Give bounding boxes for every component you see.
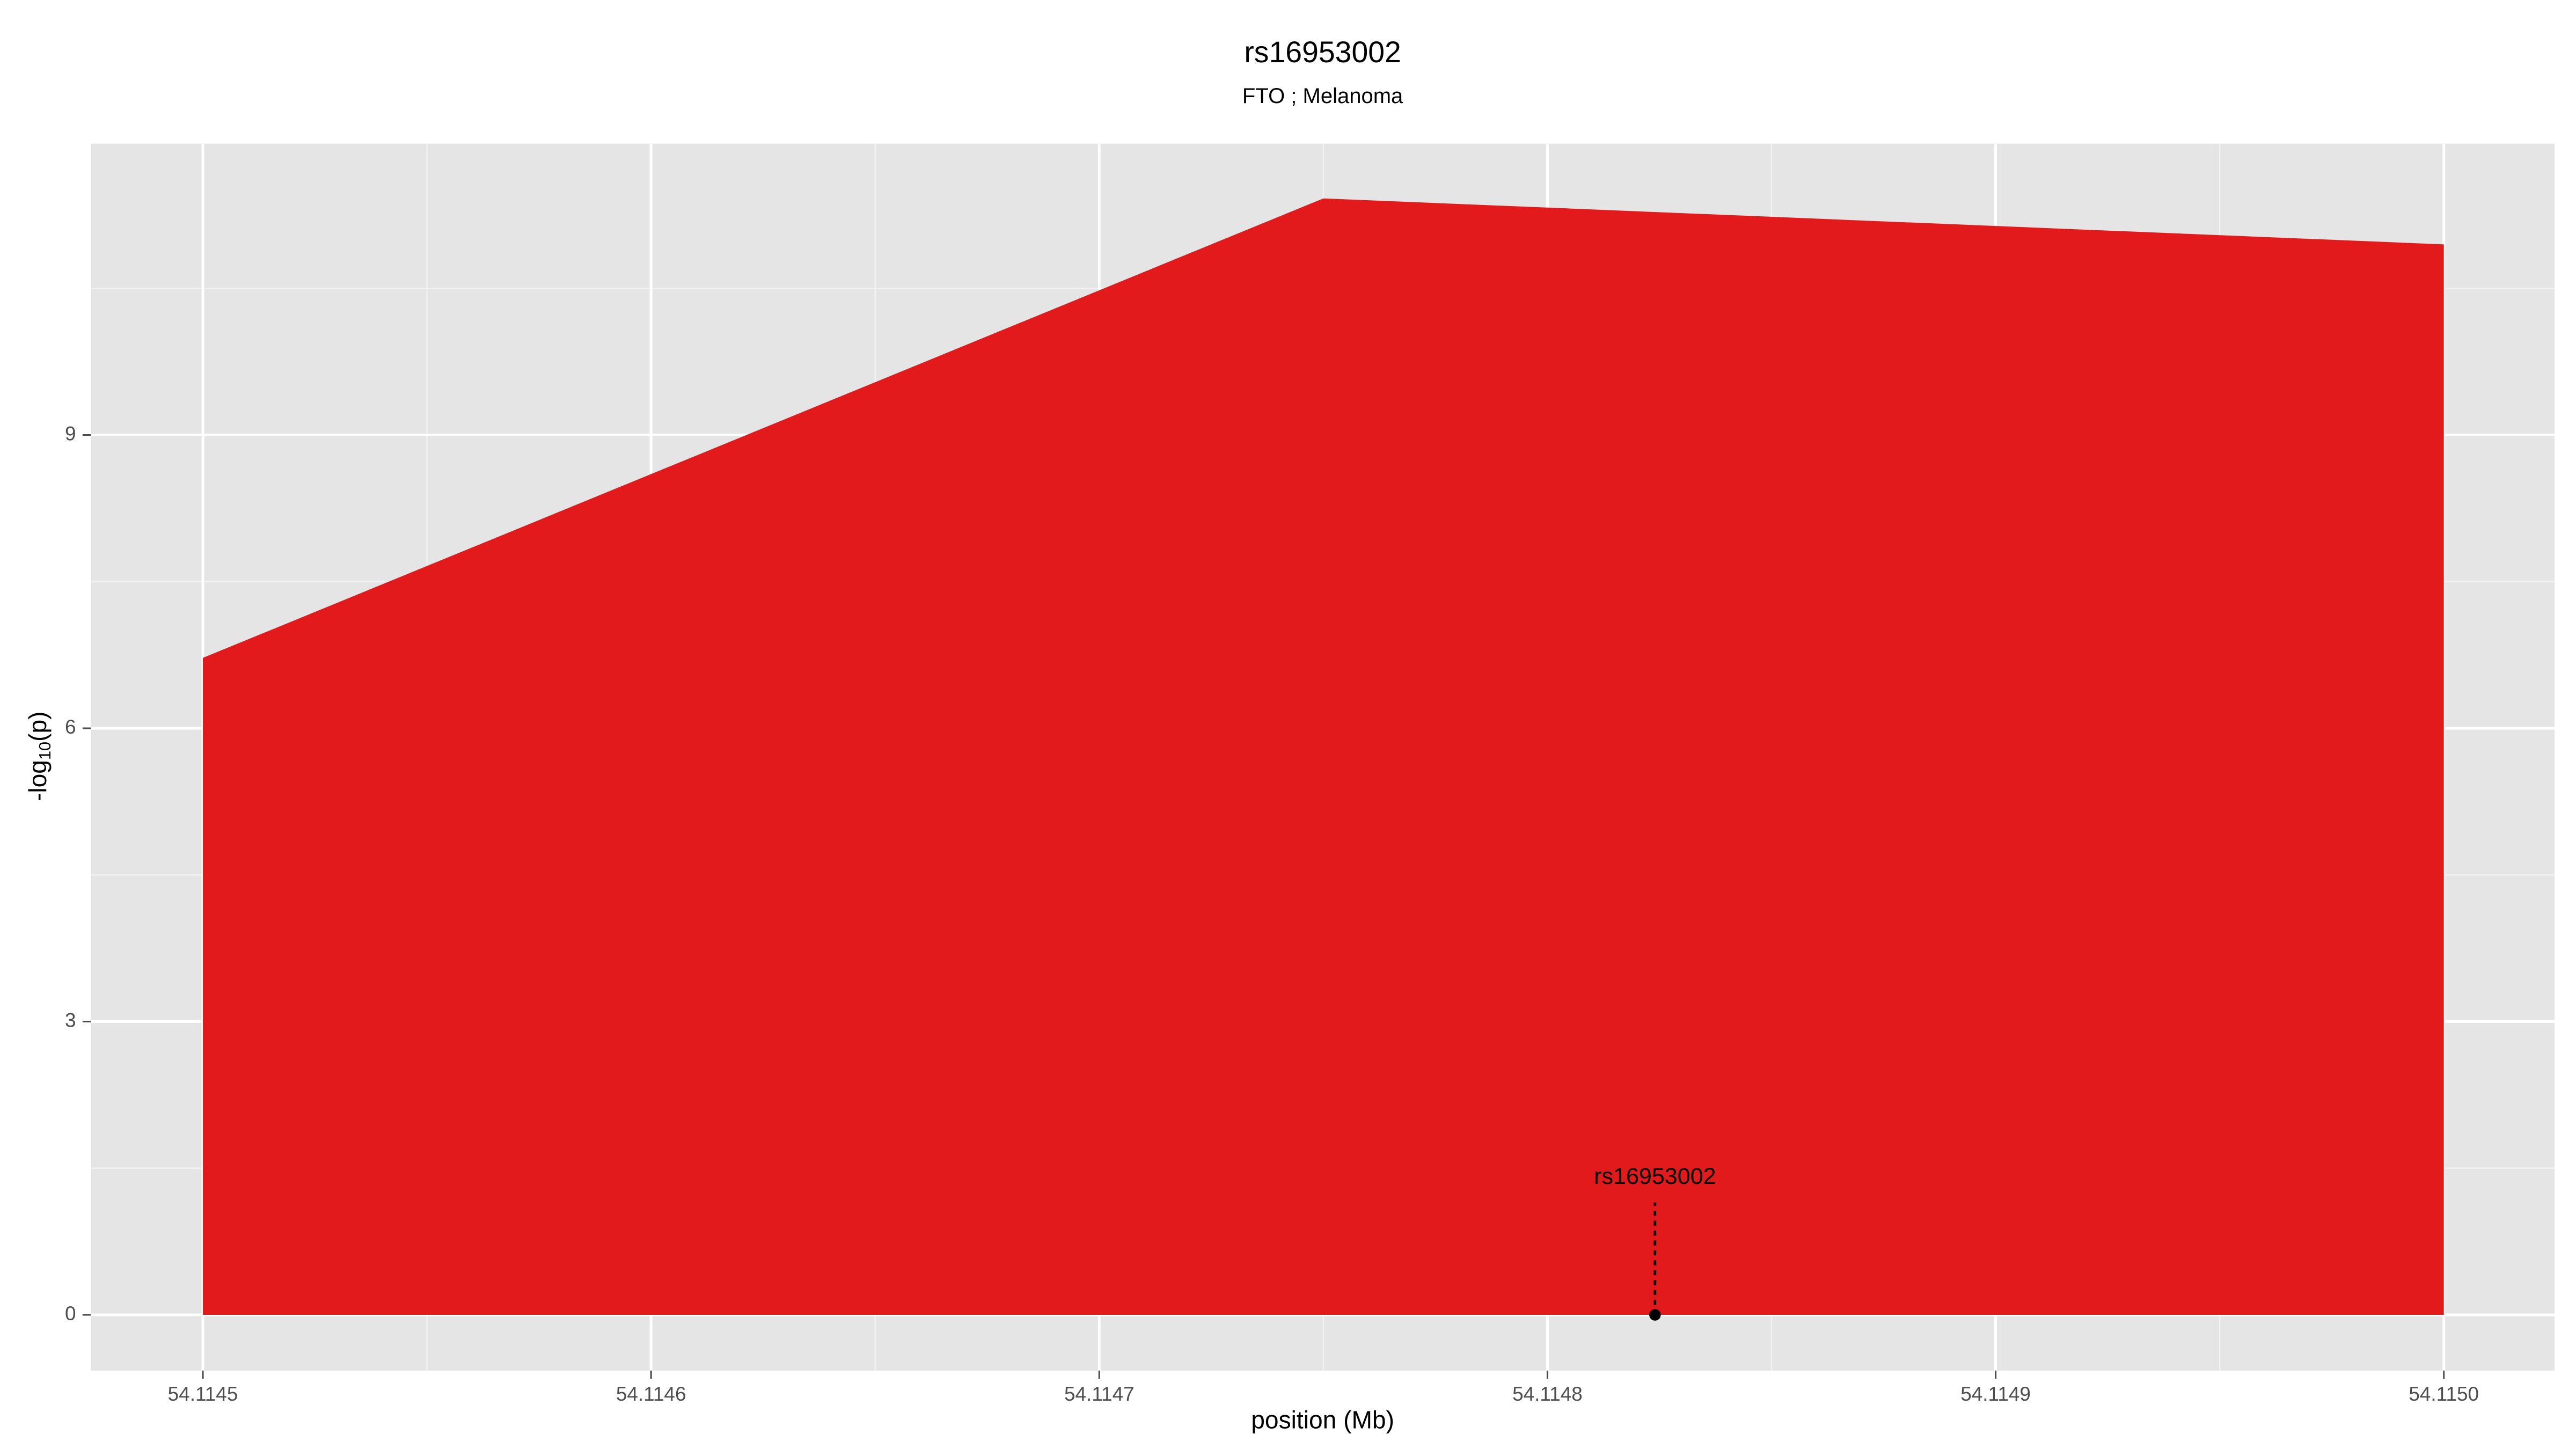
y-tick-label: 6 — [65, 716, 76, 738]
x-tick-label: 54.1147 — [1064, 1383, 1135, 1405]
x-tick-label: 54.1148 — [1512, 1383, 1583, 1405]
x-axis-title: position (Mb) — [1251, 1406, 1394, 1433]
y-tick-label: 9 — [65, 422, 76, 444]
y-tick-label: 0 — [65, 1302, 76, 1324]
y-axis-title-part: (p) — [24, 711, 52, 741]
y-axis-title-sub: 10 — [35, 742, 54, 760]
y-axis-title-part: -log — [24, 760, 52, 801]
chart-title: rs16953002 — [1244, 35, 1401, 69]
annotation-label: rs16953002 — [1594, 1163, 1716, 1189]
x-tick-label: 54.1146 — [616, 1383, 686, 1405]
x-tick-label: 54.1145 — [168, 1383, 238, 1405]
x-tick-label: 54.1150 — [2409, 1383, 2479, 1405]
y-tick-label: 3 — [65, 1009, 76, 1031]
annotation-point — [1649, 1309, 1661, 1321]
y-axis-title: -log10(p) — [24, 711, 54, 801]
area — [203, 198, 2444, 1315]
chart-subtitle: FTO ; Melanoma — [1242, 84, 1403, 108]
x-tick-label: 54.1149 — [1960, 1383, 2031, 1405]
